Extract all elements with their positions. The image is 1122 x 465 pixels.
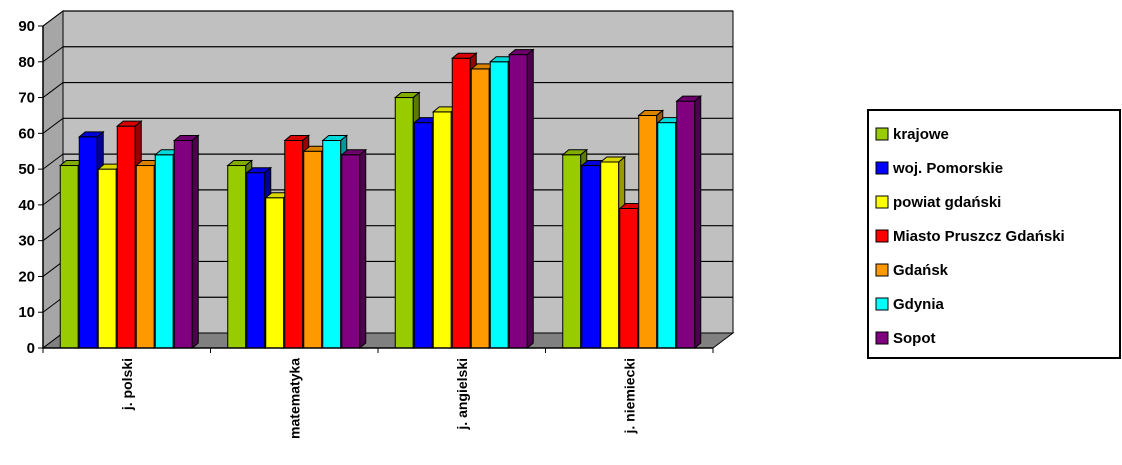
x-category-label: j. polski [119,358,135,411]
bar-front [581,165,601,349]
bar [172,134,200,350]
bar [507,48,535,350]
axes: 0 10 20 30 40 50 60 70 80 90 j. polski matematyka j.… [18,18,714,439]
legend: krajowe woj. Pomorskie powiat gdański Miast… [867,109,1121,359]
legend-swatch [875,297,889,311]
legend-swatch [875,263,889,277]
legend-item: Miasto Pruszcz Gdański [875,228,1065,245]
y-tick-label: 30 [18,233,35,250]
bar [675,95,703,350]
bar [340,148,368,350]
bar-front [154,154,174,349]
legend-item: powiat gdański [875,194,1001,211]
legend-item: woj. Pomorskie [875,160,1003,177]
bars [58,48,703,350]
bar-side [359,148,367,350]
legend-swatch [875,127,889,141]
legend-box [867,109,1121,359]
gridline-depth [42,189,64,206]
bar-front [413,122,433,349]
legend-swatch [875,331,889,345]
y-tick-label: 0 [27,340,35,357]
bar-front [394,97,414,349]
bar-front [173,139,193,349]
bar-side [191,134,199,350]
bar-front [341,154,361,349]
bar-front [78,136,98,349]
x-category-label: j. niemiecki [621,358,637,434]
bar-side [694,95,702,350]
bar-front [303,150,323,349]
gridline-depth [42,82,64,98]
bar-front [322,139,342,349]
legend-label: Sopot [893,330,936,347]
gridline-depth [42,46,64,63]
bar-front [562,154,582,349]
y-tick-label: 50 [18,161,35,178]
x-category-label: matematyka [286,358,302,439]
bar-front [600,161,620,349]
bar-front [116,125,136,349]
legend-item: Gdańsk [875,262,949,279]
legend-swatch [875,161,889,175]
gridline-depth [42,261,64,277]
x-category-label: j. angielski [454,358,470,431]
bar-front [135,165,155,349]
y-tick-label: 80 [18,54,35,71]
bar-front [489,61,509,349]
y-tick-label: 10 [18,304,35,321]
gridline-depth [42,225,64,242]
bar-front [432,111,452,349]
y-tick-label: 60 [18,125,35,142]
bar-front [451,57,471,349]
bar-front [284,139,304,349]
legend-item: krajowe [875,126,949,143]
bar-front [657,122,677,349]
legend-label: Gdynia [893,296,945,313]
bar-front [470,68,490,349]
bar-front [227,165,247,349]
bar-front [638,114,658,349]
bar-front [246,172,266,349]
legend-label: krajowe [893,126,949,143]
y-tick-label: 70 [18,90,35,107]
y-tick-label: 90 [18,18,35,35]
y-tick-label: 40 [18,197,35,214]
gridline-depth [42,153,64,170]
y-tick-label: 20 [18,268,35,285]
bar-front [97,168,117,349]
gridline-depth [42,296,64,313]
legend-item: Gdynia [875,296,945,313]
bar-front [619,207,639,349]
legend-swatch [875,229,889,243]
legend-label: woj. Pomorskie [892,160,1003,177]
bar-front [676,100,696,349]
bar-front [59,165,79,349]
gridline-depth [42,10,64,27]
legend-swatch [875,195,889,209]
legend-label: Gdańsk [893,262,949,279]
bar-front [508,54,528,349]
bar-side [526,48,534,350]
bar-front [265,197,285,349]
gridline-depth [42,117,64,134]
legend-label: Miasto Pruszcz Gdański [893,228,1065,245]
legend-label: powiat gdański [893,194,1001,211]
legend-item: Sopot [875,330,936,347]
